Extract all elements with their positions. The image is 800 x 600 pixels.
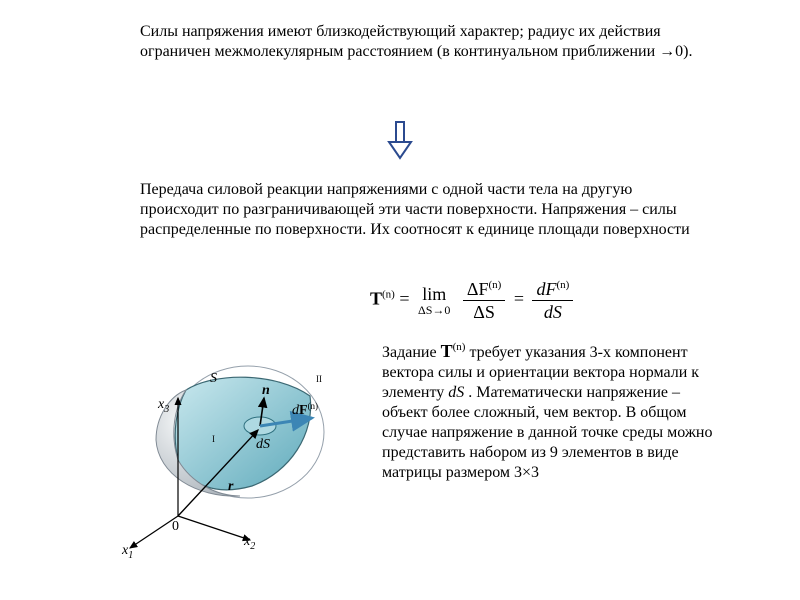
stress-definition-formula: T(n) = lim ΔS→0 ΔF(n) ΔS = dF(n) dS — [370, 280, 577, 321]
formula-frac-d: dF(n) dS — [532, 280, 573, 321]
axis-x1 — [130, 516, 178, 548]
paragraph-surface: Передача силовой реакции напряжениями с … — [140, 180, 710, 240]
formula-lim: lim ΔS→0 — [418, 285, 450, 316]
label-dS: dS — [256, 437, 270, 452]
formula-frac-delta: ΔF(n) ΔS — [463, 280, 505, 321]
axis-x2 — [178, 516, 250, 540]
stress-sphere-diagram: 0 x1 x2 x3 S I II dS r n dF(n) — [100, 338, 370, 558]
region-I-label: I — [212, 434, 215, 444]
p3-a: Задание — [382, 344, 441, 361]
slide: Силы напряжения имеют близкодействующий … — [0, 0, 800, 600]
paragraph-intro: Силы напряжения имеют близкодействующий … — [140, 22, 700, 62]
paragraph-tensor: Задание T(n) требует указания 3-х компон… — [382, 340, 722, 483]
axis-x1-label: x1 — [121, 543, 133, 558]
label-r: r — [228, 479, 234, 494]
inline-T-n: T(n) — [441, 340, 466, 363]
label-S: S — [210, 371, 217, 386]
axis-x2-label: x2 — [243, 534, 255, 552]
region-II-label: II — [316, 374, 322, 384]
p3-dS: dS — [448, 384, 464, 401]
label-dF: dF(n) — [292, 401, 318, 418]
formula-T: T — [370, 289, 382, 309]
formula-eq-1: = — [399, 289, 414, 309]
cut-surface — [175, 377, 310, 490]
origin-label: 0 — [172, 519, 179, 534]
label-n: n — [262, 383, 270, 398]
formula-eq-2: = — [514, 289, 529, 309]
down-arrow-icon — [385, 120, 415, 160]
formula-sup-n-1: (n) — [382, 289, 395, 301]
